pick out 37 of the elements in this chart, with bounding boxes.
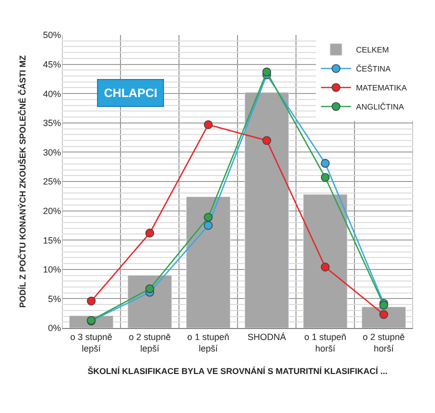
bar	[362, 306, 406, 328]
y-tick-label: 25%	[42, 176, 61, 187]
legend-label: ANGLIČTINA	[356, 102, 405, 112]
legend-label: MATEMATIKA	[356, 84, 408, 93]
y-tick-label: 10%	[42, 264, 61, 275]
point	[262, 136, 272, 145]
x-tick-label: o 2 stupně horší	[362, 332, 405, 354]
y-tick-label: 15%	[42, 235, 61, 246]
point	[204, 212, 213, 222]
x-tick-label: SHODNÁ	[247, 332, 286, 342]
point	[320, 173, 330, 182]
point	[204, 221, 213, 230]
point	[145, 228, 154, 238]
y-tick-label: 5%	[48, 294, 61, 304]
y-axis-title: PODÍL Z POČTU KONANÝCH ZKOUŠEK SPOLEČNÉ ČÁSTI MZ	[18, 55, 28, 308]
y-tick-label: 20%	[42, 206, 61, 216]
x-tick-label: o 3 stupně lepší	[70, 332, 112, 354]
x-axis-title: ŠKOLNÍ KLASIFIKACE BYLA VE SROVNÁNÍ S MATURITNÍ KLASIFIKACÍ ...	[88, 366, 388, 376]
legend-label: CELKEM	[356, 46, 390, 55]
y-tick-label: 30%	[42, 147, 61, 158]
point	[320, 158, 330, 168]
y-tick-label: 0%	[48, 323, 61, 334]
y-tick-label: 35%	[42, 118, 61, 128]
x-tick-label: o 1 stupeň horší	[304, 332, 346, 354]
legend-label: ČEŠTINA	[356, 64, 392, 74]
x-tick-label: o 1 stupeň lepší	[187, 332, 230, 354]
point	[86, 296, 96, 306]
y-tick-label: 50%	[42, 30, 61, 40]
point	[262, 68, 272, 76]
point	[379, 310, 388, 319]
y-tick-label: 40%	[42, 88, 61, 99]
x-tick-label: o 2 stupně lepší	[128, 332, 171, 354]
point	[204, 120, 213, 130]
annotation: CHLAPCI	[104, 86, 158, 100]
point	[320, 262, 330, 272]
y-tick-label: 45%	[42, 59, 61, 70]
point	[145, 284, 154, 294]
